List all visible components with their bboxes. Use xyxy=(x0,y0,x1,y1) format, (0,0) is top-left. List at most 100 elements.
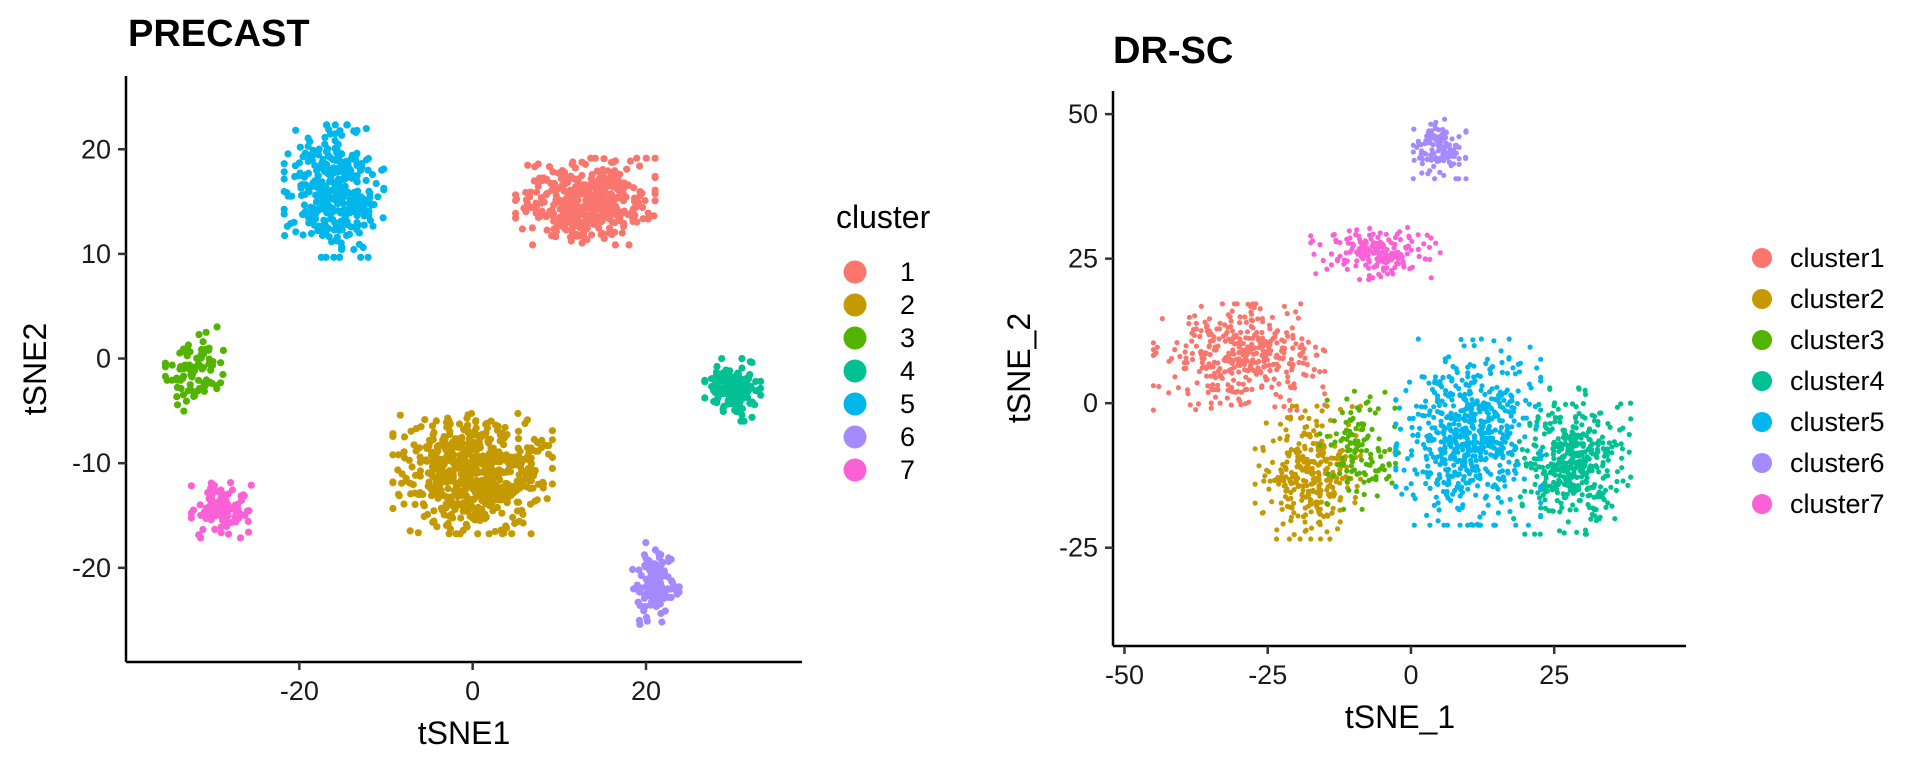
scatter-point xyxy=(1225,312,1231,318)
scatter-point xyxy=(1349,242,1356,248)
legend-label: cluster1 xyxy=(1790,243,1885,273)
scatter-point xyxy=(532,188,541,196)
scatter-point xyxy=(1538,448,1544,454)
scatter-point xyxy=(1414,471,1420,477)
scatter-point xyxy=(496,476,504,484)
scatter-point xyxy=(481,515,489,523)
scatter-point xyxy=(1310,373,1316,379)
scatter-point xyxy=(1193,407,1199,413)
scatter-point xyxy=(1317,536,1324,542)
scatter-point xyxy=(1626,431,1632,438)
scatter-point xyxy=(1353,426,1359,432)
scatter-point xyxy=(595,224,603,232)
scatter-point xyxy=(1284,437,1290,443)
scatter-point xyxy=(183,362,191,370)
scatter-point xyxy=(1241,358,1247,364)
scatter-point xyxy=(419,490,427,499)
scatter-point xyxy=(1569,474,1575,480)
scatter-point xyxy=(280,205,288,213)
scatter-point xyxy=(1523,415,1529,421)
legend-label: 7 xyxy=(900,455,915,485)
precast-x-tick-label: -20 xyxy=(280,676,319,706)
scatter-point xyxy=(1243,319,1249,325)
scatter-point xyxy=(522,196,531,204)
legend-label: 2 xyxy=(900,290,915,320)
precast-y-tick-label: 0 xyxy=(96,344,111,374)
scatter-point xyxy=(1512,447,1518,453)
scatter-point xyxy=(1394,441,1400,447)
scatter-point xyxy=(1443,467,1449,473)
scatter-point xyxy=(332,145,341,153)
scatter-point xyxy=(1275,474,1281,480)
scatter-point xyxy=(644,209,652,217)
scatter-point xyxy=(1534,365,1540,371)
scatter-point xyxy=(1365,433,1371,439)
scatter-point xyxy=(485,530,493,538)
scatter-point xyxy=(219,370,227,379)
scatter-point xyxy=(1511,467,1518,473)
scatter-point xyxy=(1347,428,1353,434)
scatter-point xyxy=(1419,412,1426,419)
scatter-point xyxy=(644,560,652,568)
scatter-point xyxy=(1463,176,1469,182)
scatter-point xyxy=(414,529,422,537)
scatter-point xyxy=(1317,491,1323,497)
scatter-point xyxy=(370,201,378,209)
scatter-point xyxy=(1462,417,1468,423)
scatter-point xyxy=(1498,424,1505,430)
scatter-point xyxy=(543,495,551,503)
precast-legend-title: cluster xyxy=(836,199,931,235)
scatter-point xyxy=(1459,505,1465,511)
scatter-point xyxy=(339,200,347,208)
scatter-point xyxy=(1626,449,1632,455)
scatter-point xyxy=(721,389,729,398)
scatter-point xyxy=(1439,144,1445,150)
scatter-point xyxy=(1507,508,1513,515)
scatter-point xyxy=(394,451,403,459)
scatter-point xyxy=(325,225,333,233)
scatter-point xyxy=(443,423,451,431)
scatter-point xyxy=(1313,352,1319,358)
scatter-point xyxy=(1222,369,1228,375)
scatter-point xyxy=(1368,236,1374,242)
scatter-point xyxy=(1256,345,1262,351)
scatter-point xyxy=(538,207,546,215)
scatter-point xyxy=(1555,436,1561,442)
scatter-point xyxy=(1594,440,1600,446)
scatter-point xyxy=(1372,246,1378,252)
scatter-point xyxy=(1401,467,1407,473)
scatter-point xyxy=(1357,453,1364,459)
scatter-point xyxy=(1536,495,1543,501)
scatter-point xyxy=(1613,487,1619,493)
scatter-point xyxy=(569,158,577,166)
scatter-point xyxy=(1215,343,1221,349)
scatter-point xyxy=(498,509,506,517)
scatter-point xyxy=(1538,378,1544,384)
scatter-point xyxy=(1594,446,1600,452)
scatter-point xyxy=(1427,408,1433,414)
scatter-point xyxy=(1197,333,1203,339)
scatter-point xyxy=(1269,499,1275,505)
scatter-point xyxy=(1238,329,1244,335)
scatter-point xyxy=(1486,430,1492,436)
scatter-point xyxy=(1266,486,1272,492)
scatter-point xyxy=(531,447,539,455)
scatter-point xyxy=(748,413,756,421)
scatter-point xyxy=(1303,464,1309,471)
scatter-point xyxy=(1609,444,1615,450)
scatter-point xyxy=(1302,505,1308,511)
scatter-point xyxy=(451,435,460,443)
scatter-point xyxy=(1253,368,1259,374)
legend-label: cluster5 xyxy=(1790,407,1885,437)
scatter-point xyxy=(1592,482,1598,488)
scatter-point xyxy=(1598,410,1604,416)
scatter-point xyxy=(533,496,541,504)
scatter-point xyxy=(1478,336,1484,342)
scatter-point xyxy=(299,231,307,239)
scatter-point xyxy=(1538,505,1544,511)
scatter-point xyxy=(1515,388,1521,394)
scatter-point xyxy=(501,423,509,432)
scatter-point xyxy=(1363,239,1369,245)
scatter-point xyxy=(1461,395,1467,402)
scatter-point xyxy=(1204,373,1210,379)
